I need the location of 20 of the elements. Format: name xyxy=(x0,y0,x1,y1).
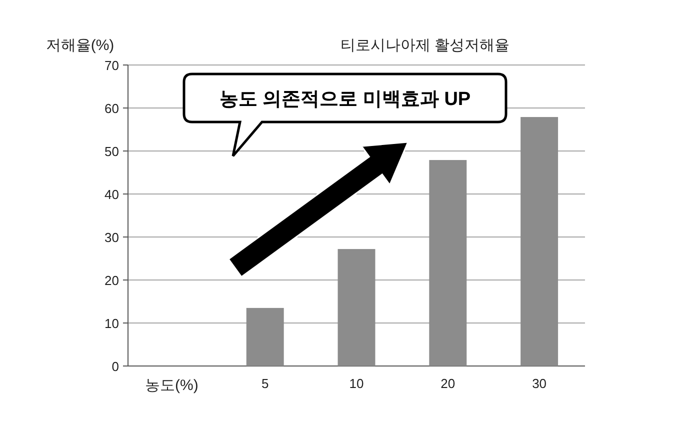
x-axis-title: 농도(%) xyxy=(145,377,198,394)
chart-title: 티로시나아제 활성저해율 xyxy=(340,37,510,54)
y-tick-label: 40 xyxy=(104,187,119,202)
x-tick-label: 5 xyxy=(261,376,269,391)
bar xyxy=(520,117,558,366)
x-tick-label: 10 xyxy=(349,376,364,391)
y-axis-title: 저해율(%) xyxy=(46,37,114,54)
bar xyxy=(338,249,376,366)
y-tick-label: 30 xyxy=(104,230,119,245)
y-tick-label: 20 xyxy=(104,273,119,288)
y-tick-label: 50 xyxy=(104,144,119,159)
x-tick-label: 30 xyxy=(532,376,547,391)
y-tick-label: 0 xyxy=(112,359,119,374)
bar xyxy=(246,308,284,366)
y-tick-label: 70 xyxy=(104,58,119,73)
bar xyxy=(429,160,467,366)
y-tick-label: 10 xyxy=(104,316,119,331)
annotation: 농도 의존적으로 미백효과 UP xyxy=(219,89,471,110)
x-tick-label: 20 xyxy=(440,376,456,391)
y-tick-label: 60 xyxy=(104,101,119,116)
